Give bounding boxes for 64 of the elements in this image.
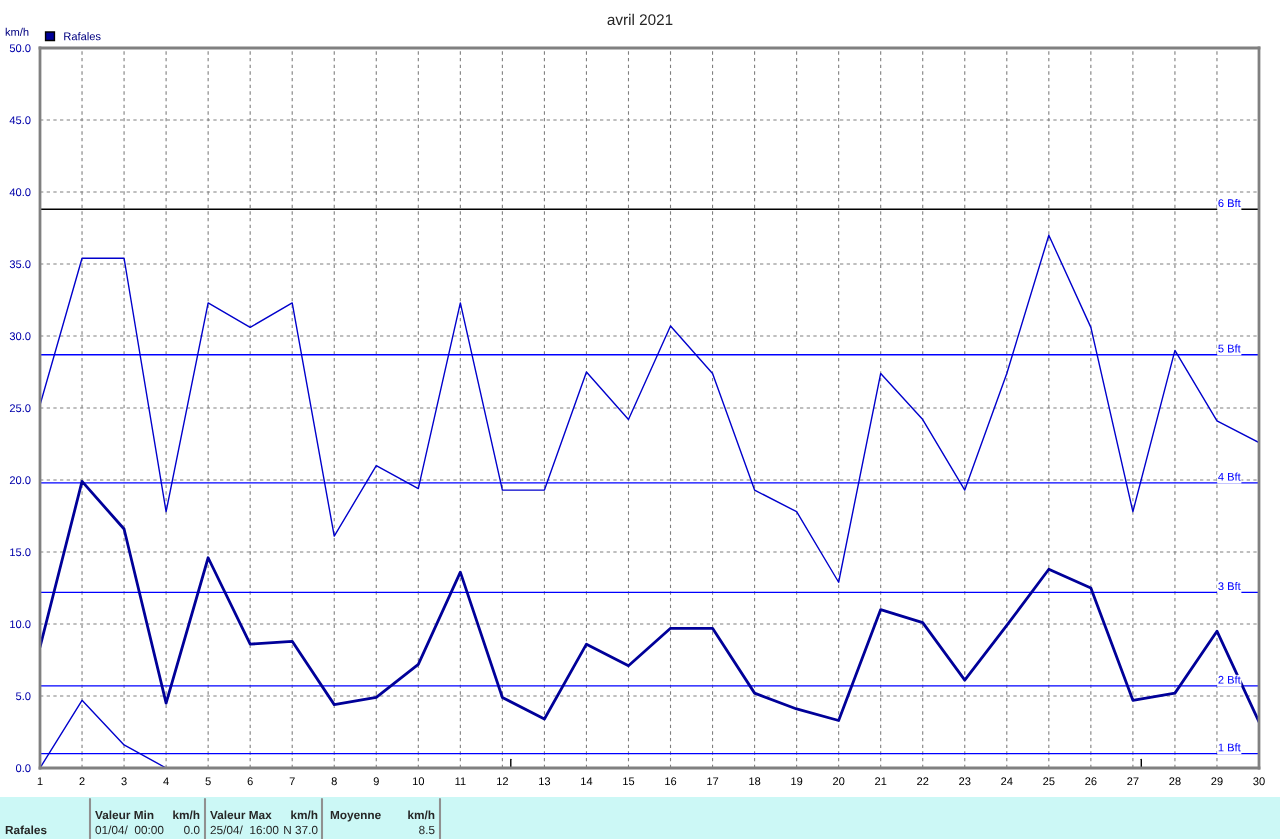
x-tick-label: 27 (1127, 777, 1139, 786)
chart-title: avril 2021 (607, 13, 673, 26)
text: Valeur Min (95, 810, 154, 820)
legend-label: Rafales (64, 32, 101, 41)
ref-line-label: 4 Bft (1218, 472, 1241, 481)
y-tick-label: 25.0 (9, 404, 31, 413)
x-tick-label: 5 (205, 777, 211, 786)
ref-line-label: 3 Bft (1218, 581, 1241, 591)
ref-line-label: 6 Bft (1218, 198, 1241, 208)
x-tick-label: 15 (623, 777, 635, 786)
ref-line-label: 1 Bft (1218, 743, 1241, 752)
x-tick-label: 22 (917, 777, 929, 786)
text: 8.5 (419, 825, 435, 835)
x-tick-label: 4 (163, 777, 169, 786)
x-tick-label: 29 (1211, 777, 1223, 786)
text: 01/04/ 00:00 (95, 825, 164, 835)
text: km/h (291, 810, 318, 820)
x-tick-label: 20 (833, 777, 845, 786)
x-tick-label: 8 (331, 777, 337, 786)
x-tick-label: 28 (1169, 777, 1181, 786)
x-tick-label: 21 (875, 777, 887, 786)
text: km/h (173, 810, 200, 820)
text: Rafales (5, 825, 47, 835)
x-tick-label: 11 (455, 777, 466, 786)
x-tick-label: 16 (665, 777, 677, 786)
y-tick-label: 5.0 (15, 692, 31, 701)
x-tick-label: 6 (247, 777, 253, 786)
y-tick-label: 30.0 (9, 332, 31, 341)
line-series (40, 234, 1259, 583)
y-tick-label: 15.0 (10, 548, 31, 557)
y-tick-label: 10.0 (10, 620, 31, 629)
y-tick-label: 20.0 (9, 476, 31, 485)
x-tick-label: 24 (1001, 777, 1013, 786)
x-tick-label: 18 (749, 777, 761, 786)
x-tick-label: 26 (1085, 777, 1097, 786)
text: Moyenne (330, 810, 381, 822)
x-tick-label: 19 (791, 777, 803, 786)
x-tick-label: 23 (959, 777, 971, 786)
x-tick-label: 1 (37, 777, 43, 786)
y-axis-title: km/h (5, 27, 29, 36)
x-tick-label: 13 (539, 777, 551, 786)
x-tick-label: 3 (121, 777, 127, 786)
x-tick-label: 25 (1043, 777, 1055, 786)
y-tick-label: 45.0 (9, 116, 31, 125)
y-tick-label: 40.0 (9, 188, 31, 197)
y-tick-label: 35.0 (9, 260, 31, 269)
x-tick-label: 9 (373, 777, 379, 786)
ref-line-label: 2 Bft (1218, 675, 1241, 684)
text: N 37.0 (284, 825, 318, 835)
text: 25/04/ 16:00 (210, 825, 279, 835)
y-tick-label: 0.0 (15, 764, 31, 773)
x-tick-label: 14 (581, 777, 593, 786)
text: 0.0 (184, 825, 200, 835)
x-tick-label: 17 (707, 777, 719, 786)
x-tick-label: 12 (497, 777, 508, 786)
x-tick-label: 7 (289, 777, 295, 786)
x-tick-label: 10 (412, 777, 425, 786)
y-tick-label: 50.0 (9, 44, 31, 53)
x-tick-label: 30 (1253, 777, 1265, 786)
line-series (40, 480, 1259, 724)
text: Valeur Max (210, 810, 272, 820)
text: km/h (408, 810, 435, 820)
x-tick-label: 2 (79, 777, 85, 786)
ref-line-label: 5 Bft (1218, 344, 1241, 353)
